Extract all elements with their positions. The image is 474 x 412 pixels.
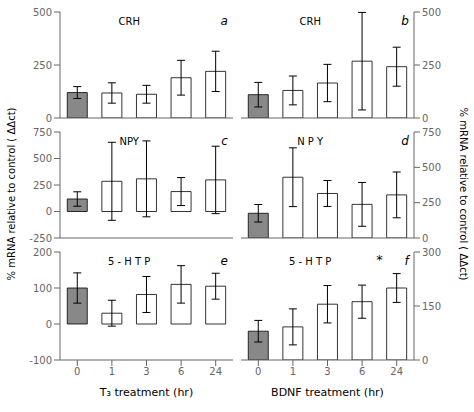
svg-text:1: 1 [290, 366, 296, 377]
svg-text:3: 3 [324, 366, 330, 377]
svg-text:200: 200 [33, 247, 52, 258]
html-text:b: b [401, 14, 409, 29]
svg-text:250: 250 [422, 60, 441, 71]
svg-text:300: 300 [422, 247, 441, 258]
html-text:d: d [401, 134, 409, 149]
svg-text:750: 750 [422, 127, 441, 138]
svg-text:250: 250 [422, 197, 441, 208]
svg-text:-250: -250 [29, 233, 52, 244]
svg-text:-100: -100 [29, 355, 52, 366]
svg-text:0: 0 [422, 233, 428, 244]
svg-text:1: 1 [109, 366, 115, 377]
html-text:NPY: NPY [119, 136, 139, 148]
svg-text:0: 0 [46, 206, 52, 217]
html-text:T₃ treatment (hr): T₃ treatment (hr) [99, 386, 194, 399]
svg-text:250: 250 [33, 180, 52, 191]
html-text:% mRNA relative to control ( Δ: % mRNA relative to control ( ΔΔct) [457, 107, 469, 281]
html-text:e: e [220, 254, 228, 269]
svg-text:0: 0 [46, 113, 52, 124]
svg-text:750: 750 [33, 127, 52, 138]
html-text:f: f [404, 254, 409, 269]
svg-text:6: 6 [359, 366, 365, 377]
svg-text:150: 150 [422, 301, 441, 312]
html-text:a: a [220, 14, 228, 29]
svg-text:0: 0 [74, 366, 80, 377]
svg-text:24: 24 [209, 366, 222, 377]
svg-text:0: 0 [422, 355, 428, 366]
html-text:CRH: CRH [299, 16, 321, 28]
svg-text:100: 100 [33, 283, 52, 294]
svg-text:0: 0 [255, 366, 261, 377]
svg-text:24: 24 [390, 366, 403, 377]
svg-text:0: 0 [422, 113, 428, 124]
svg-text:500: 500 [33, 7, 52, 18]
html-text:CRH: CRH [118, 16, 140, 28]
svg-text:500: 500 [33, 153, 52, 164]
html-text:N P Y: N P Y [297, 136, 324, 148]
svg-text:3: 3 [143, 366, 149, 377]
html-text:5 - H T P: 5 - H T P [108, 256, 151, 268]
html-text:c: c [221, 134, 228, 149]
svg-text:250: 250 [33, 60, 52, 71]
svg-text:0: 0 [46, 319, 52, 330]
html-text:BDNF treatment (hr): BDNF treatment (hr) [271, 386, 384, 399]
svg-text:6: 6 [178, 366, 184, 377]
svg-text:500: 500 [422, 162, 441, 173]
html-text:5 - H T P: 5 - H T P [289, 256, 332, 268]
svg-text:500: 500 [422, 7, 441, 18]
html-text:% mRNA relative to control ( Δ: % mRNA relative to control ( ΔΔct) [5, 107, 17, 281]
